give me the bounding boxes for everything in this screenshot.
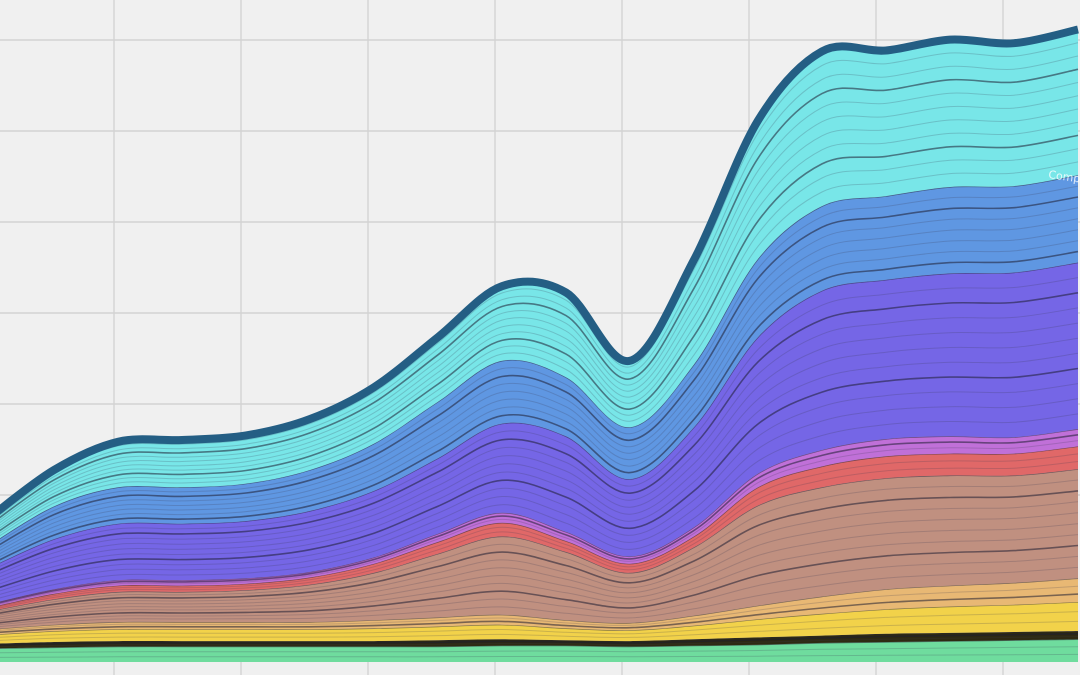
stream-sub-line bbox=[0, 55, 1079, 516]
stream-sub-line bbox=[0, 440, 1079, 605]
stream-sub-line bbox=[0, 185, 1079, 542]
stream-area bbox=[0, 175, 1078, 563]
stream-sub-line bbox=[0, 240, 1079, 558]
stream-sub-line bbox=[0, 161, 1079, 537]
stream-sub-line bbox=[0, 68, 1079, 519]
stream-sub-line bbox=[0, 413, 1079, 599]
stream-sub-line bbox=[0, 250, 1079, 561]
stream-sub-line bbox=[0, 367, 1079, 589]
stream-sub-line bbox=[0, 42, 1079, 513]
stream-area bbox=[0, 446, 1078, 610]
stream-sub-line bbox=[0, 229, 1079, 555]
stream-sub-line bbox=[0, 292, 1079, 571]
stream-outline bbox=[0, 25, 1079, 515]
stream-sub-line bbox=[0, 307, 1079, 574]
stream-sub-line bbox=[0, 434, 1079, 604]
stream-sub-line bbox=[0, 134, 1079, 532]
stream-sub-line bbox=[0, 534, 1079, 622]
stream-sub-line bbox=[0, 501, 1079, 616]
top-outline bbox=[0, 25, 1079, 515]
stream-sub-line bbox=[0, 337, 1079, 581]
stream-sub-line bbox=[0, 383, 1079, 592]
stream-sub-line bbox=[0, 453, 1079, 607]
stream-sub-line bbox=[0, 593, 1079, 634]
stream-sub-line bbox=[0, 277, 1079, 567]
stream-sub-line bbox=[0, 585, 1079, 631]
stream-sub-line bbox=[0, 398, 1079, 595]
stream-sub-line bbox=[0, 148, 1079, 534]
stream-sub-line bbox=[0, 544, 1079, 624]
stream-sub-line bbox=[0, 611, 1079, 638]
stream-sub-line bbox=[0, 196, 1079, 546]
stream-annotation: Comp bbox=[1048, 168, 1080, 185]
stream-area bbox=[0, 262, 1078, 602]
stream-sub-line bbox=[0, 95, 1079, 524]
stream-sub-line bbox=[0, 82, 1079, 521]
stream-area bbox=[0, 639, 1078, 662]
stream-area bbox=[0, 429, 1078, 606]
stream-sub-line bbox=[0, 352, 1079, 585]
stream-sub-line bbox=[0, 490, 1079, 614]
stream-sub-line bbox=[0, 461, 1079, 609]
stream-sub-line bbox=[0, 646, 1079, 654]
stream-area bbox=[0, 631, 1078, 649]
stream-sub-line bbox=[0, 636, 1079, 648]
stream-sub-line bbox=[0, 633, 1079, 646]
stream-sub-line bbox=[0, 620, 1079, 641]
stream-sub-line bbox=[0, 121, 1079, 529]
stream-sub-line bbox=[0, 512, 1079, 618]
stream-sub-line bbox=[0, 555, 1079, 626]
stream-sub-line bbox=[0, 108, 1079, 526]
stream-area bbox=[0, 601, 1078, 644]
stream-sub-line bbox=[0, 566, 1079, 628]
stream-sub-line bbox=[0, 218, 1079, 552]
stream-sub-line bbox=[0, 479, 1079, 612]
stream-sub-line bbox=[0, 523, 1079, 620]
stream-series-5 bbox=[0, 468, 1079, 629]
stream-series-9 bbox=[0, 174, 1079, 563]
stream-sub-line bbox=[0, 207, 1079, 549]
stream-sub-line bbox=[0, 653, 1079, 658]
stream-sub-line bbox=[0, 322, 1079, 578]
